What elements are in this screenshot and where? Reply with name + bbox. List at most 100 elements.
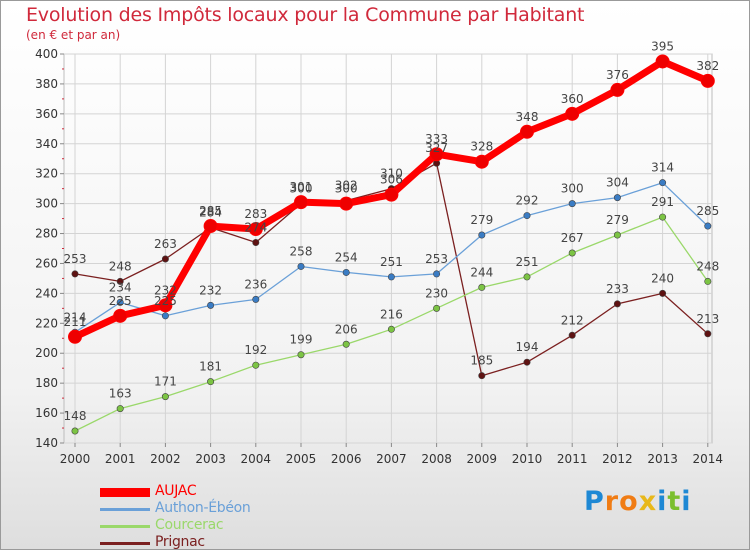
data-label-courcerac: 244 [470, 265, 493, 279]
data-point-courcerac [207, 378, 215, 386]
y-tick-label: 340 [35, 137, 58, 151]
data-label-authon-b-on: 253 [425, 252, 448, 266]
logo-letter: o [619, 486, 639, 517]
data-label-aujac: 283 [244, 207, 267, 221]
x-tick-label: 2001 [105, 452, 136, 466]
data-label-prignac: 185 [470, 354, 493, 368]
data-label-authon-b-on: 251 [380, 255, 403, 269]
data-point-authon-b-on [478, 231, 486, 239]
data-label-aujac: 395 [651, 39, 674, 53]
data-label-authon-b-on: 292 [516, 194, 539, 208]
data-label-courcerac: 267 [561, 231, 584, 245]
data-point-aujac [68, 329, 82, 344]
y-tick-label: 220 [35, 316, 58, 330]
data-point-authon-b-on [207, 301, 215, 309]
legend-swatch-courcerac [100, 525, 150, 528]
data-label-courcerac: 291 [651, 195, 674, 209]
logo-letter: t [667, 486, 682, 517]
data-label-prignac: 194 [516, 340, 539, 354]
data-point-prignac [161, 255, 169, 263]
data-label-prignac: 274 [244, 221, 267, 235]
data-label-prignac: 263 [154, 237, 177, 251]
data-label-aujac: 300 [335, 182, 358, 196]
data-point-aujac [294, 195, 308, 210]
legend-label-courcerac: Courcerac [155, 517, 224, 533]
data-label-courcerac: 192 [244, 343, 267, 357]
logo-letter: i [681, 486, 692, 517]
data-label-courcerac: 181 [199, 360, 222, 374]
data-label-prignac: 212 [561, 313, 584, 327]
data-point-courcerac [523, 273, 531, 281]
data-point-aujac [339, 196, 354, 211]
data-label-prignac: 213 [696, 312, 719, 326]
x-tick-label: 2006 [331, 452, 362, 466]
data-label-courcerac: 171 [154, 375, 177, 389]
data-point-courcerac [613, 231, 621, 239]
data-label-prignac: 253 [64, 252, 87, 266]
data-point-prignac [523, 358, 531, 366]
data-label-authon-b-on: 300 [561, 182, 584, 196]
data-point-aujac [248, 222, 263, 237]
y-tick-label: 360 [35, 107, 58, 121]
x-tick-label: 2002 [150, 452, 181, 466]
data-label-prignac: 327 [425, 141, 448, 155]
data-point-aujac [565, 106, 580, 121]
data-point-authon-b-on [387, 273, 395, 281]
legend-label-prignac: Prignac [155, 534, 205, 550]
y-tick-label: 200 [35, 346, 58, 360]
data-point-prignac [704, 330, 712, 338]
data-point-courcerac [704, 277, 712, 285]
data-point-prignac [613, 300, 621, 308]
x-tick-label: 2000 [60, 452, 91, 466]
data-point-courcerac [116, 405, 124, 413]
data-point-aujac [610, 82, 625, 97]
legend-label-aujac: AUJAC [155, 483, 197, 499]
data-label-authon-b-on: 279 [470, 213, 493, 227]
data-label-aujac: 328 [470, 140, 493, 154]
x-tick-label: 2010 [512, 452, 543, 466]
data-label-prignac: 248 [109, 259, 132, 273]
data-point-aujac [158, 298, 173, 313]
data-point-prignac [659, 289, 667, 297]
data-point-prignac [478, 372, 486, 380]
data-label-authon-b-on: 234 [109, 280, 132, 294]
legend-swatch-prignac [100, 542, 150, 545]
data-label-courcerac: 163 [109, 387, 132, 401]
x-tick-label: 2009 [467, 452, 498, 466]
data-point-courcerac [568, 249, 576, 257]
x-tick-label: 2011 [557, 452, 588, 466]
x-tick-label: 2005 [286, 452, 317, 466]
data-point-prignac [116, 277, 124, 285]
data-point-aujac [700, 73, 715, 88]
data-label-prignac: 302 [335, 179, 358, 193]
data-label-authon-b-on: 258 [290, 244, 313, 258]
data-label-aujac: 306 [380, 173, 403, 187]
data-point-courcerac [71, 427, 79, 435]
data-label-prignac: 300 [290, 182, 313, 196]
data-label-authon-b-on: 236 [244, 277, 267, 291]
data-point-courcerac [297, 351, 305, 359]
data-label-aujac: 348 [516, 110, 539, 124]
y-tick-label: 240 [35, 286, 58, 300]
data-label-aujac: 232 [154, 283, 177, 297]
x-tick-label: 2007 [376, 452, 407, 466]
data-label-prignac: 240 [651, 271, 674, 285]
data-label-authon-b-on: 232 [199, 283, 222, 297]
data-point-courcerac [478, 283, 486, 291]
data-point-authon-b-on [704, 222, 712, 230]
data-label-prignac: 284 [199, 206, 222, 220]
data-label-authon-b-on: 214 [64, 310, 87, 324]
logo-letter: r [604, 486, 620, 517]
data-point-authon-b-on [613, 194, 621, 202]
data-label-authon-b-on: 254 [335, 250, 358, 264]
y-tick-label: 380 [35, 77, 58, 91]
data-point-authon-b-on [433, 270, 441, 278]
y-tick-label: 180 [35, 376, 58, 390]
data-point-courcerac [659, 213, 667, 221]
data-label-aujac: 376 [606, 68, 629, 82]
x-tick-label: 2008 [421, 452, 452, 466]
data-point-courcerac [342, 340, 350, 348]
data-point-authon-b-on [659, 179, 667, 187]
data-point-prignac [252, 239, 260, 247]
data-label-courcerac: 248 [696, 259, 719, 273]
